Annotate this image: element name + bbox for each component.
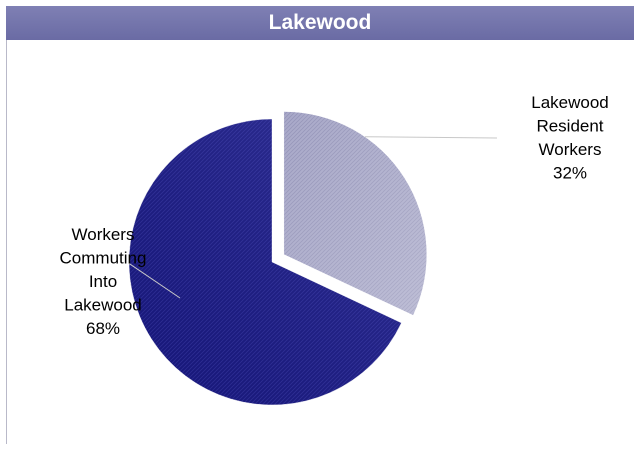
data-label-line: Workers (539, 140, 602, 159)
pie-slice-shade (129, 119, 402, 405)
data-label-resident-workers: Lakewood Resident Workers 32% (531, 93, 609, 183)
chart-title: Lakewood (6, 6, 634, 40)
pie-slice-shade (283, 111, 427, 316)
data-label-commuting-workers: Workers Commuting Into Lakewood 68% (60, 225, 147, 338)
data-label-line: 32% (553, 164, 587, 183)
pie-chart: Lakewood Resident Workers 32% Workers Commuti… (60, 93, 609, 406)
data-label-line: Into (89, 272, 117, 291)
data-label-line: Workers (72, 225, 135, 244)
leader-line (364, 136, 498, 139)
data-label-line: Lakewood (64, 296, 142, 315)
data-label-line: Commuting (60, 249, 147, 268)
data-label-line: Lakewood (531, 93, 609, 112)
data-label-line: 68% (86, 319, 120, 338)
chart-area: Lakewood Resident Workers 32% Workers Commuti… (6, 40, 635, 444)
data-label-line: Resident (536, 117, 603, 136)
leader-line (128, 263, 181, 299)
